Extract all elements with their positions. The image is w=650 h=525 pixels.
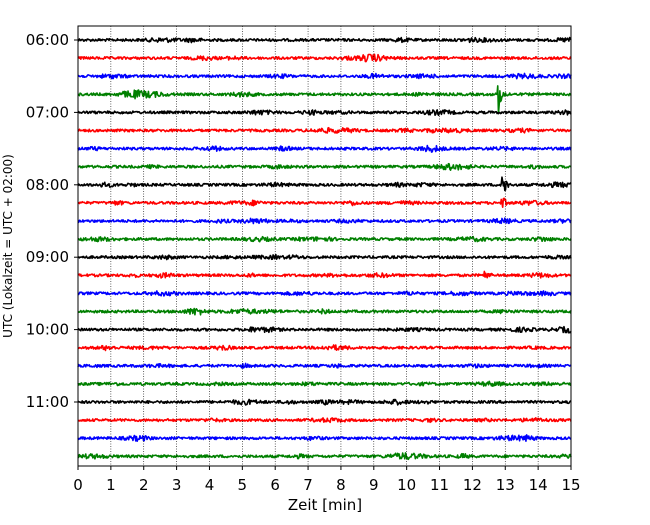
- trace-row: [77, 434, 572, 442]
- x-tick-label: 5: [238, 476, 248, 494]
- trace-row: [77, 162, 572, 171]
- y-tick-label: 07:00: [26, 103, 69, 121]
- trace-row: [77, 109, 572, 117]
- x-tick-label: 6: [270, 476, 280, 494]
- trace-row: [77, 452, 572, 461]
- trace-row: [77, 398, 572, 406]
- traces-layer: [77, 36, 572, 461]
- trace-row: [77, 53, 572, 63]
- plot-frame: [77, 25, 572, 467]
- x-tick-label: 0: [73, 476, 83, 494]
- trace-row: [77, 417, 572, 424]
- y-tick-label: 09:00: [26, 248, 69, 266]
- trace-row: [77, 290, 572, 297]
- y-tick-label: 06:00: [26, 31, 69, 49]
- x-tick-label: 14: [529, 476, 548, 494]
- trace-row: [77, 36, 572, 44]
- x-tick-label: 4: [205, 476, 215, 494]
- y-ticks: 06:00 07:00 08:00 09:00 10:00 11:00: [26, 31, 78, 411]
- trace-row: [77, 144, 572, 153]
- x-tick-label: 7: [303, 476, 313, 494]
- trace-row: [77, 85, 572, 114]
- x-tick-label: 15: [561, 476, 580, 494]
- x-tick-label: 2: [139, 476, 149, 494]
- trace-row: [77, 325, 572, 334]
- trace-row: [77, 362, 572, 369]
- x-tick-label: 11: [430, 476, 449, 494]
- x-ticks: 0 1 2 3 4 5 6 7 8 9 10 11 12 13 14 15: [73, 466, 581, 494]
- trace-row: [77, 270, 572, 279]
- trace-row: [77, 176, 572, 192]
- grid-layer: [110, 26, 539, 466]
- trace-row: [77, 217, 572, 225]
- x-tick-label: 9: [369, 476, 379, 494]
- trace-row: [77, 126, 572, 134]
- y-tick-label: 11:00: [26, 393, 69, 411]
- y-tick-label: 10:00: [26, 321, 69, 339]
- trace-row: [77, 197, 572, 208]
- x-tick-label: 3: [172, 476, 182, 494]
- trace-row: [77, 235, 572, 243]
- trace-row: [77, 72, 572, 80]
- x-tick-label: 8: [336, 476, 346, 494]
- trace-row: [77, 253, 572, 261]
- trace-row: [77, 307, 572, 316]
- x-tick-label: 10: [397, 476, 416, 494]
- trace-row: [77, 344, 572, 352]
- trace-row: [77, 380, 572, 387]
- x-tick-label: 12: [463, 476, 482, 494]
- x-axis-label: Zeit [min]: [288, 496, 362, 514]
- y-tick-label: 08:00: [26, 176, 69, 194]
- y-axis-label: UTC (Lokalzeit = UTC + 02:00): [1, 154, 15, 338]
- x-tick-label: 13: [496, 476, 515, 494]
- x-tick-label: 1: [106, 476, 116, 494]
